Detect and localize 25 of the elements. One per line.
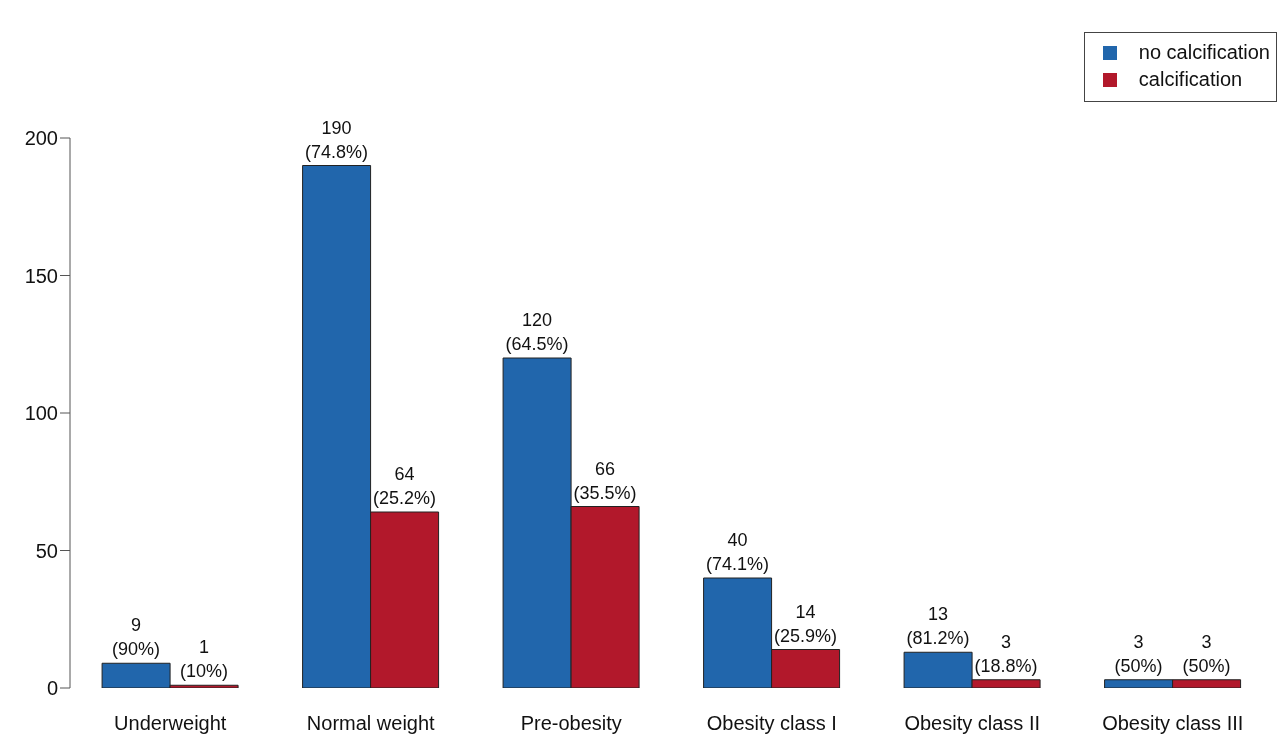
x-tick-label: Obesity class II xyxy=(904,712,1041,735)
legend-label: no calcification xyxy=(1138,41,1270,64)
y-tick-label: 100 xyxy=(24,402,58,425)
data-label: 13 (81.2%) xyxy=(906,604,970,649)
data-label: 3 (50%) xyxy=(1114,631,1163,676)
data-label: 9 (90%) xyxy=(112,615,161,660)
x-tick-label: Normal weight xyxy=(306,712,436,735)
x-tick-label: Obesity class I xyxy=(706,712,837,735)
data-label: 190 (74.8%) xyxy=(305,117,369,162)
legend-label: calcification xyxy=(1138,68,1243,91)
x-tick-label: Obesity class III xyxy=(1102,712,1244,735)
data-label: 1 (10%) xyxy=(180,637,229,682)
data-label: 14 (25.9%) xyxy=(774,601,838,646)
x-tick-label: Pre-obesity xyxy=(520,712,622,735)
data-label: 66 (35.5%) xyxy=(573,458,637,503)
data-label: 3 (18.8%) xyxy=(974,631,1038,676)
x-tick-label: Underweight xyxy=(114,712,227,735)
data-label: 3 (50%) xyxy=(1182,631,1231,676)
y-tick-label: 0 xyxy=(46,677,58,700)
y-tick-label: 200 xyxy=(24,127,58,150)
y-tick-label: 150 xyxy=(24,264,58,287)
y-tick-label: 50 xyxy=(35,539,58,562)
data-label: 120 (64.5%) xyxy=(505,310,569,354)
data-label: 40 (74.1%) xyxy=(706,530,770,574)
data-label: 64 (25.2%) xyxy=(373,464,437,508)
